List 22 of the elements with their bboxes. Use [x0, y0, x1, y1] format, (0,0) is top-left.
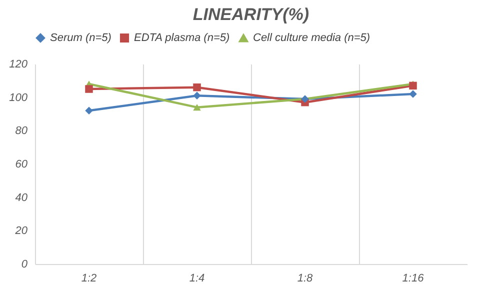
point [409, 82, 417, 90]
legend-label: Cell culture media (n=5) [253, 32, 370, 44]
x-tick-label: 1:4 [189, 272, 205, 284]
y-tick-label: 80 [15, 125, 28, 138]
y-tick-label: 100 [9, 92, 28, 104]
point [409, 90, 417, 98]
point [193, 104, 201, 111]
y-tick-label: 0 [21, 258, 28, 270]
x-tick-label: 1:2 [81, 272, 97, 284]
y-tick-label: 60 [15, 158, 28, 170]
x-tick-label: 1:16 [402, 272, 425, 284]
chart-title: LINEARITY(%) [192, 5, 310, 24]
x-tick-label: 1:8 [297, 272, 314, 284]
y-tick-label: 120 [9, 58, 28, 70]
point [85, 106, 93, 115]
point [85, 85, 93, 93]
legend-label: EDTA plasma (n=5) [134, 32, 230, 44]
y-tick-label: 40 [15, 192, 28, 204]
point [193, 92, 201, 100]
legend-label: Serum (n=5) [50, 32, 112, 44]
point [193, 83, 201, 92]
y-tick-label: 20 [14, 225, 28, 238]
